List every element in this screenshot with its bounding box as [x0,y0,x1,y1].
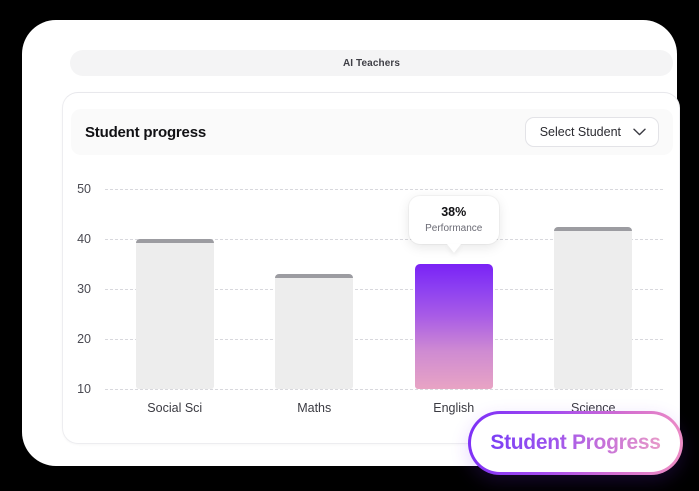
gridline [105,339,663,340]
chart-bar[interactable] [414,264,493,389]
student-progress-card: Student progress Select Student 50 40 30 20… [62,92,680,444]
chart-bars: Social Sci Maths English Science [105,189,663,415]
chart-plot-area: 50 40 30 20 10 Social Sci Maths English Science… [77,182,663,415]
gridline [105,189,663,190]
tooltip-pointer [446,244,461,253]
chart-bar[interactable] [554,226,633,389]
chart-bar[interactable] [275,274,354,389]
gridline [105,239,663,240]
bar-group: Maths [275,189,354,415]
x-axis-tick-label: Social Sci [147,401,203,415]
page-title: Student progress [85,123,206,141]
x-axis-tick-label: Maths [297,401,332,415]
card-header: Student progress Select Student [71,109,673,155]
bar-group: Social Sci [135,189,214,415]
y-axis-tick-label: 10 [77,382,91,396]
y-axis-tick-label: 50 [77,182,91,196]
bar-cap [554,226,633,231]
bar-group: Science [554,189,633,415]
app-panel: AI Teachers Student progress Select Stud… [22,20,680,466]
bar-cap [275,274,354,278]
gridline [105,389,663,390]
select-student-label: Select Student [539,125,621,139]
bar-group: English [414,189,493,415]
tooltip-value: 38% [441,205,467,219]
gridline [105,289,663,290]
chevron-down-icon [633,123,646,141]
bar-cap [135,239,214,243]
y-axis-tick-label: 20 [77,332,91,346]
app-title: AI Teachers [342,57,401,69]
chart-bar[interactable] [135,239,214,389]
badge-label: Student Progress [490,431,661,454]
badge-inner: Student Progress [471,414,680,472]
chart-tooltip: 38% Performance [408,196,499,253]
student-progress-badge[interactable]: Student Progress [468,411,683,475]
select-student-dropdown[interactable]: Select Student [524,117,659,147]
tooltip-label: Performance [425,223,483,234]
y-axis-tick-label: 30 [77,282,91,296]
y-axis-tick-label: 40 [77,232,91,246]
x-axis-tick-label: English [433,401,475,415]
app-header-bar: AI Teachers [70,50,673,76]
